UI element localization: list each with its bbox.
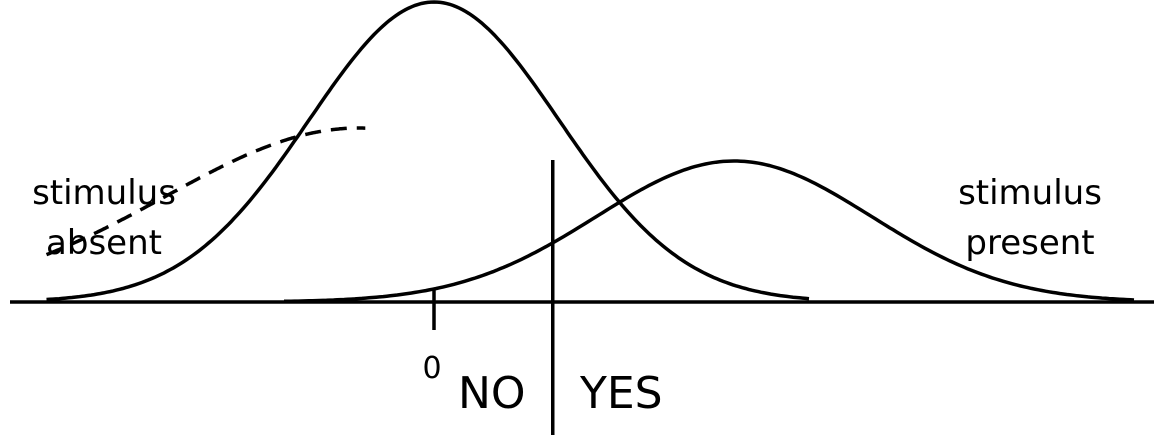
stimulus-absent-label-line2: absent <box>46 223 162 263</box>
stimulus-present-curve <box>284 159 1135 304</box>
dashed-left-tail-curve <box>45 126 366 257</box>
yes-label: YES <box>579 368 663 419</box>
stimulus-present-label-line2: present <box>965 223 1094 263</box>
stimulus-present-label-line1: stimulus <box>958 173 1102 213</box>
stimulus-absent-curve <box>46 0 810 302</box>
zero-tick-label: 0 <box>422 351 441 386</box>
stimulus-absent-label-line1: stimulus <box>32 173 176 213</box>
no-label: NO <box>458 368 526 419</box>
